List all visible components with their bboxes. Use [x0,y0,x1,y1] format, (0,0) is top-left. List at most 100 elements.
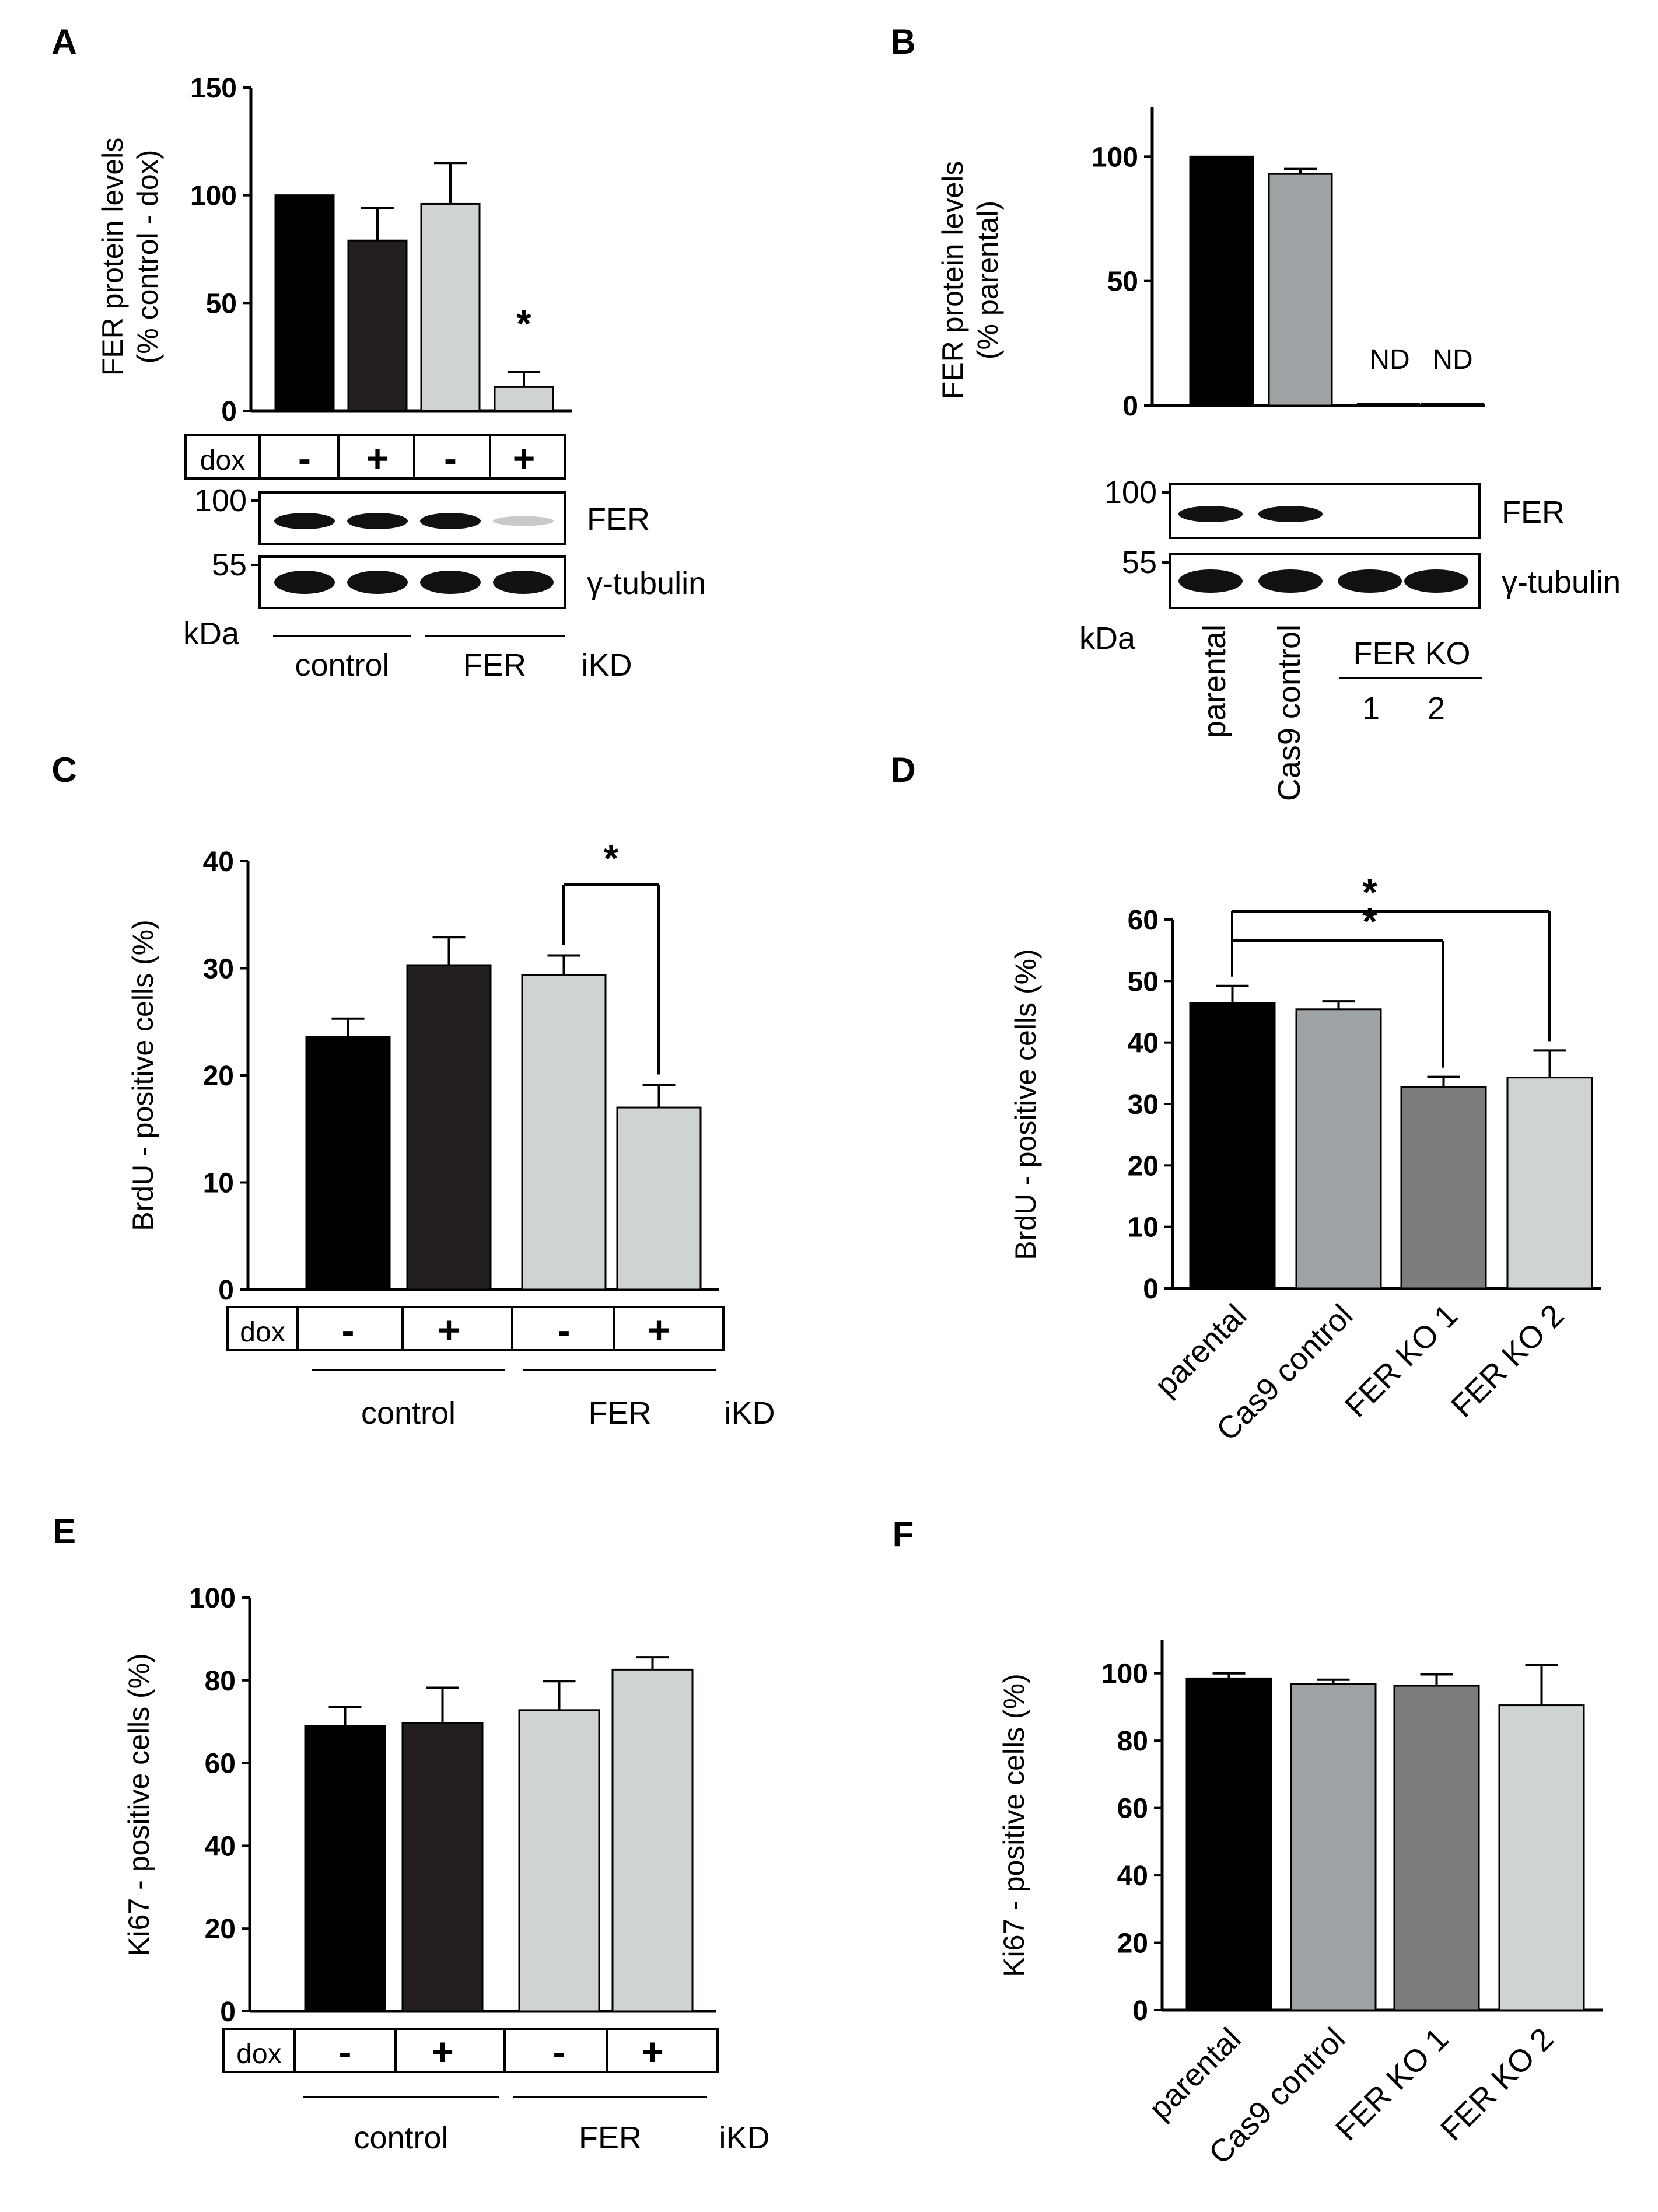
y-axis-label: Ki67 - positive cells (%) [123,1653,155,1956]
group-label: control [354,2120,448,2155]
blot-band [274,571,335,594]
bar [1268,173,1333,407]
y-tick-label: 40 [203,847,234,878]
group-suffix: iKD [724,1396,775,1431]
blot-band [1404,569,1468,593]
dox-sign: - [558,1308,571,1351]
blot-band [1258,569,1323,593]
dox-sign: + [431,2030,454,2073]
y-tick-label: 0 [1122,391,1138,422]
y-tick-label: 30 [1128,1089,1159,1120]
y-tick-label: 40 [1128,1028,1159,1059]
group-label: FER [463,648,526,683]
x-category-label: Cas9 control [1272,624,1307,801]
bar [1290,1683,1377,2011]
blot-band [274,513,335,529]
nd-label: ND [1369,344,1409,375]
bar [616,1106,702,1291]
dox-sign: - [553,2030,566,2073]
blot-strip [1169,483,1481,539]
blot-protein-label: γ-tubulin [1502,565,1621,600]
panel-a: A 0 50 100 150 FER protein levels (% control -… [51,22,706,683]
y-axis-label: FER protein levels [936,161,969,400]
bar [1506,1077,1593,1290]
y-axis-label: FER protein levels [96,138,129,376]
panel-letter: E [53,1512,76,1551]
bar [274,194,335,412]
dox-sign: - [444,436,457,480]
bar [305,1036,391,1291]
group-suffix: iKD [719,2120,769,2155]
y-axis-label: BrdU - positive cells (%) [127,920,159,1231]
blot-protein-label: FER [1502,495,1565,530]
y-tick-label: 20 [1128,1151,1159,1182]
panel-letter: D [890,750,915,789]
dox-sign: - [342,1308,355,1351]
blot-band [420,571,481,594]
blot-marker-label: 100 [194,483,247,518]
dox-label: dox [240,1317,285,1348]
y-tick-label: 100 [1101,1659,1148,1690]
y-tick-label: 150 [190,73,237,104]
y-tick-label: 50 [1107,267,1138,298]
blot-unit-label: kDa [183,616,240,651]
y-tick-label: 0 [218,1275,234,1306]
y-tick-label: 10 [1128,1212,1159,1243]
bar [1189,1002,1276,1290]
blot-band [1178,569,1243,593]
y-tick-label: 0 [221,396,237,427]
panel-b: B 0 50 100 FER protein levels (% parental) ND N… [890,22,1621,801]
x-category-label: parental [1197,624,1232,738]
group-label: control [295,648,389,683]
significance-star: * [1362,871,1377,914]
panel-letter: B [890,22,915,61]
y-tick-label: 0 [220,1997,236,2028]
y-axis-label-line2: (% parental) [971,201,1004,359]
blot-band [493,571,554,594]
bar [521,974,607,1291]
dox-sign: + [648,1308,670,1351]
y-tick-label: 10 [203,1168,234,1199]
blot-marker-label: 100 [1104,475,1157,510]
y-tick-label: 60 [1128,905,1159,936]
y-tick-label: 100 [1092,142,1138,173]
dox-sign: + [438,1308,460,1351]
y-axis-label: Ki67 - positive cells (%) [998,1673,1030,1977]
y-tick-label: 40 [205,1831,236,1862]
panel-letter: C [51,750,76,789]
significance-star: * [516,302,531,345]
y-tick-label: 30 [203,954,234,985]
blot-band [347,513,408,529]
group-label: FER [579,2120,642,2155]
y-tick-label: 20 [203,1061,234,1092]
y-tick-label: 60 [1117,1794,1148,1825]
blot-marker-label: 55 [212,547,247,582]
y-tick-label: 60 [205,1749,236,1780]
dox-sign: + [513,436,536,480]
bar [420,202,481,412]
blot-band [347,571,408,594]
dox-label: dox [236,2039,281,2070]
blot-marker-label: 55 [1122,545,1157,580]
dox-sign: - [298,436,311,480]
blot-band [1178,506,1243,522]
y-tick-label: 50 [1128,966,1159,997]
dox-label: dox [200,445,245,476]
blot-unit-label: kDa [1079,621,1136,656]
bar [406,964,492,1291]
blot-protein-label: γ-tubulin [587,566,706,601]
x-category-label: 1 [1362,691,1380,726]
bar [611,1668,694,2012]
dox-row-box [184,434,566,480]
x-category-label: 2 [1428,691,1445,726]
nd-label: ND [1432,344,1472,375]
group-label: FER [589,1396,652,1431]
bar [494,386,554,412]
bar [1400,1086,1487,1290]
y-tick-label: 0 [1132,1996,1148,2026]
y-tick-label: 100 [189,1583,236,1614]
y-axis-label: BrdU - positive cells (%) [1009,949,1042,1260]
blot-protein-label: FER [587,502,650,537]
group-label: control [361,1396,456,1431]
